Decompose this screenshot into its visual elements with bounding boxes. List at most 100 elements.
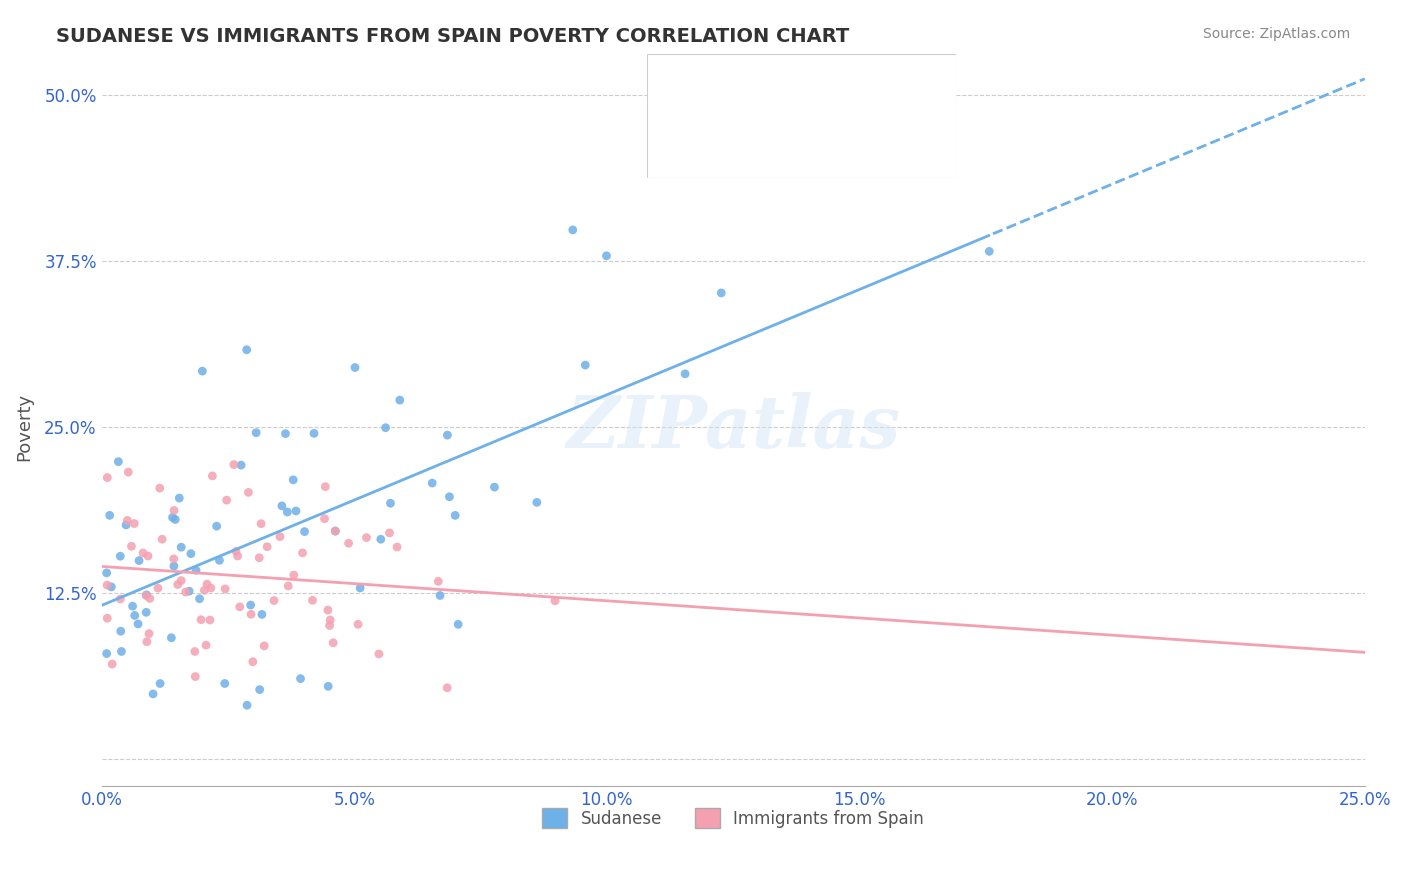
Point (276, 505, 298, 519)
Point (269, 530, 291, 544)
Point (314, 480, 336, 494)
Point (142, 687, 165, 701)
Point (544, 594, 567, 608)
Point (444, 508, 467, 523)
Point (290, 672, 312, 686)
Y-axis label: Poverty: Poverty (15, 393, 32, 461)
Point (193, 583, 215, 598)
Text: R =: R = (714, 136, 748, 151)
Point (318, 618, 340, 632)
Point (319, 613, 342, 627)
Point (169, 491, 191, 505)
Point (191, 364, 214, 378)
Point (146, 581, 169, 595)
Point (238, 485, 260, 500)
Point (710, 285, 733, 300)
Point (526, 495, 548, 509)
Point (132, 546, 155, 560)
Point (166, 577, 188, 591)
Point (323, 524, 346, 538)
Text: 68: 68 (894, 78, 915, 94)
Point (285, 504, 308, 518)
Point (316, 603, 339, 617)
Point (139, 591, 162, 606)
Point (427, 574, 450, 589)
Point (214, 676, 236, 690)
Text: ZIPatlas: ZIPatlas (567, 392, 900, 463)
Point (163, 552, 186, 566)
Point (96, 578, 118, 592)
Point (673, 367, 696, 381)
Text: -0.188: -0.188 (770, 136, 825, 151)
Point (107, 455, 129, 469)
Point (337, 536, 360, 550)
Point (595, 249, 617, 263)
Point (135, 588, 157, 602)
Point (374, 421, 396, 435)
Point (138, 626, 160, 640)
Point (184, 563, 207, 577)
Point (163, 559, 186, 574)
Point (325, 524, 347, 538)
Point (214, 582, 236, 596)
Point (249, 682, 271, 697)
Point (239, 598, 262, 612)
Point (179, 584, 201, 599)
Point (225, 544, 247, 558)
Point (247, 550, 270, 565)
Point (302, 426, 325, 441)
Point (388, 393, 411, 408)
Point (270, 499, 292, 513)
Point (149, 676, 172, 690)
Point (100, 580, 122, 594)
Point (174, 585, 197, 599)
Text: N =: N = (838, 78, 872, 94)
Point (370, 533, 392, 547)
Point (215, 493, 238, 508)
Point (96, 611, 118, 625)
Point (242, 655, 264, 669)
Text: R =: R = (714, 78, 748, 94)
Point (128, 553, 150, 567)
Point (110, 592, 132, 607)
Point (229, 458, 252, 472)
Point (343, 360, 366, 375)
FancyBboxPatch shape (647, 54, 956, 178)
Point (380, 496, 402, 510)
Point (205, 519, 228, 533)
Point (294, 524, 316, 539)
Point (436, 681, 458, 695)
Point (96, 470, 118, 484)
Point (135, 589, 157, 603)
Point (226, 549, 249, 563)
Point (201, 469, 224, 483)
Point (110, 624, 132, 639)
Point (198, 613, 221, 627)
Point (236, 698, 259, 713)
Point (184, 644, 207, 658)
Text: N =: N = (838, 136, 872, 151)
Point (574, 358, 596, 372)
Point (170, 540, 193, 554)
Point (96, 566, 118, 580)
Point (200, 581, 222, 595)
Point (347, 617, 370, 632)
Point (250, 516, 273, 531)
Point (291, 546, 314, 560)
Point (110, 644, 132, 658)
Point (235, 343, 257, 357)
Point (253, 639, 276, 653)
Point (117, 465, 139, 479)
Point (170, 574, 193, 588)
Point (162, 510, 184, 524)
Point (439, 490, 461, 504)
Point (240, 607, 263, 622)
Point (447, 617, 470, 632)
Point (356, 531, 378, 545)
Point (274, 426, 297, 441)
Point (135, 605, 157, 619)
Point (314, 511, 336, 525)
Point (367, 647, 389, 661)
Point (429, 589, 451, 603)
Text: 67: 67 (894, 136, 915, 151)
